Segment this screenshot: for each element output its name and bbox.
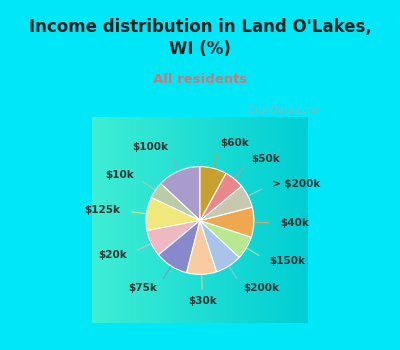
Wedge shape [151,184,200,220]
Text: $60k: $60k [220,138,249,148]
Wedge shape [200,173,242,220]
Text: Income distribution in Land O'Lakes,
WI (%): Income distribution in Land O'Lakes, WI … [29,18,371,58]
Text: $10k: $10k [105,170,134,180]
Text: > $200k: > $200k [272,179,320,189]
Wedge shape [200,207,254,237]
Wedge shape [147,220,200,255]
Text: $125k: $125k [84,205,120,216]
Wedge shape [161,167,200,220]
Wedge shape [200,220,251,257]
Text: $20k: $20k [98,250,127,260]
Text: $75k: $75k [128,284,157,293]
Wedge shape [200,167,226,220]
Text: $100k: $100k [132,142,168,152]
Text: $40k: $40k [280,218,309,228]
Text: City-Data.com: City-Data.com [242,105,318,116]
Wedge shape [146,197,200,231]
Wedge shape [200,186,252,220]
Text: $200k: $200k [243,284,279,293]
Wedge shape [186,220,217,274]
Text: $150k: $150k [269,257,305,266]
Wedge shape [200,220,239,272]
Text: All residents: All residents [153,73,247,86]
Text: $50k: $50k [251,154,280,163]
Wedge shape [158,220,200,273]
Text: $30k: $30k [188,296,217,306]
